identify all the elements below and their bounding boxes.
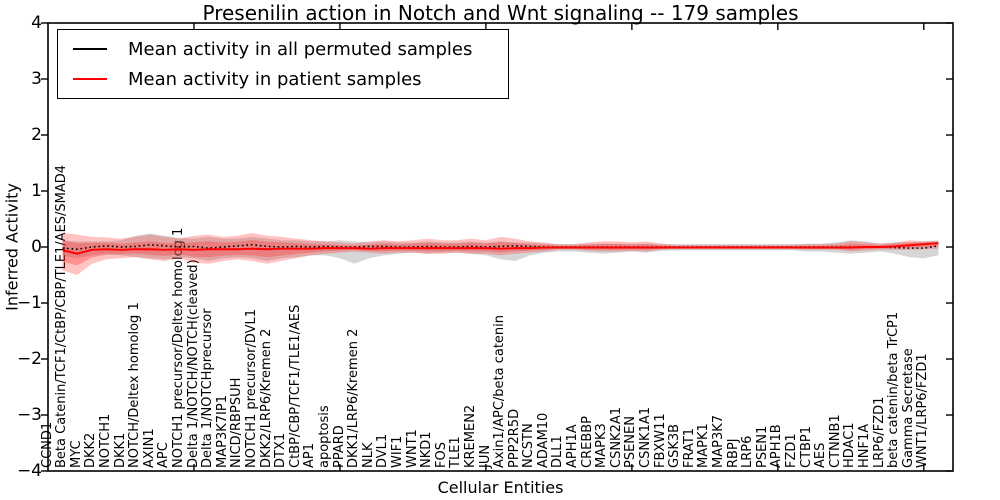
y-tick-label: 1 [31, 181, 42, 201]
legend-item-permuted: Mean activity in all permuted samples [58, 34, 508, 64]
y-tick-label: −2 [16, 349, 42, 369]
y-tick-label: −4 [16, 461, 42, 481]
legend-label-permuted: Mean activity in all permuted samples [128, 38, 473, 60]
band-patient-range-outer [62, 233, 939, 275]
legend-line-sample-patient [73, 78, 107, 80]
x-axis-label: Cellular Entities [437, 478, 564, 497]
y-tick-label: 0 [31, 237, 42, 257]
line-patient-mean [62, 242, 939, 255]
y-tick-label: 2 [31, 125, 42, 145]
legend-item-patient: Mean activity in patient samples [58, 64, 508, 94]
y-tick-label: −3 [16, 405, 42, 425]
legend-line-sample-permuted [73, 48, 107, 50]
y-tick-label: 3 [31, 69, 42, 89]
chart-title: Presenilin action in Notch and Wnt signa… [202, 1, 799, 25]
y-tick-label: 4 [31, 13, 42, 33]
legend-box: Mean activity in all permuted samples Me… [57, 29, 509, 99]
y-tick-label: −1 [16, 293, 42, 313]
legend-label-patient: Mean activity in patient samples [128, 68, 422, 90]
